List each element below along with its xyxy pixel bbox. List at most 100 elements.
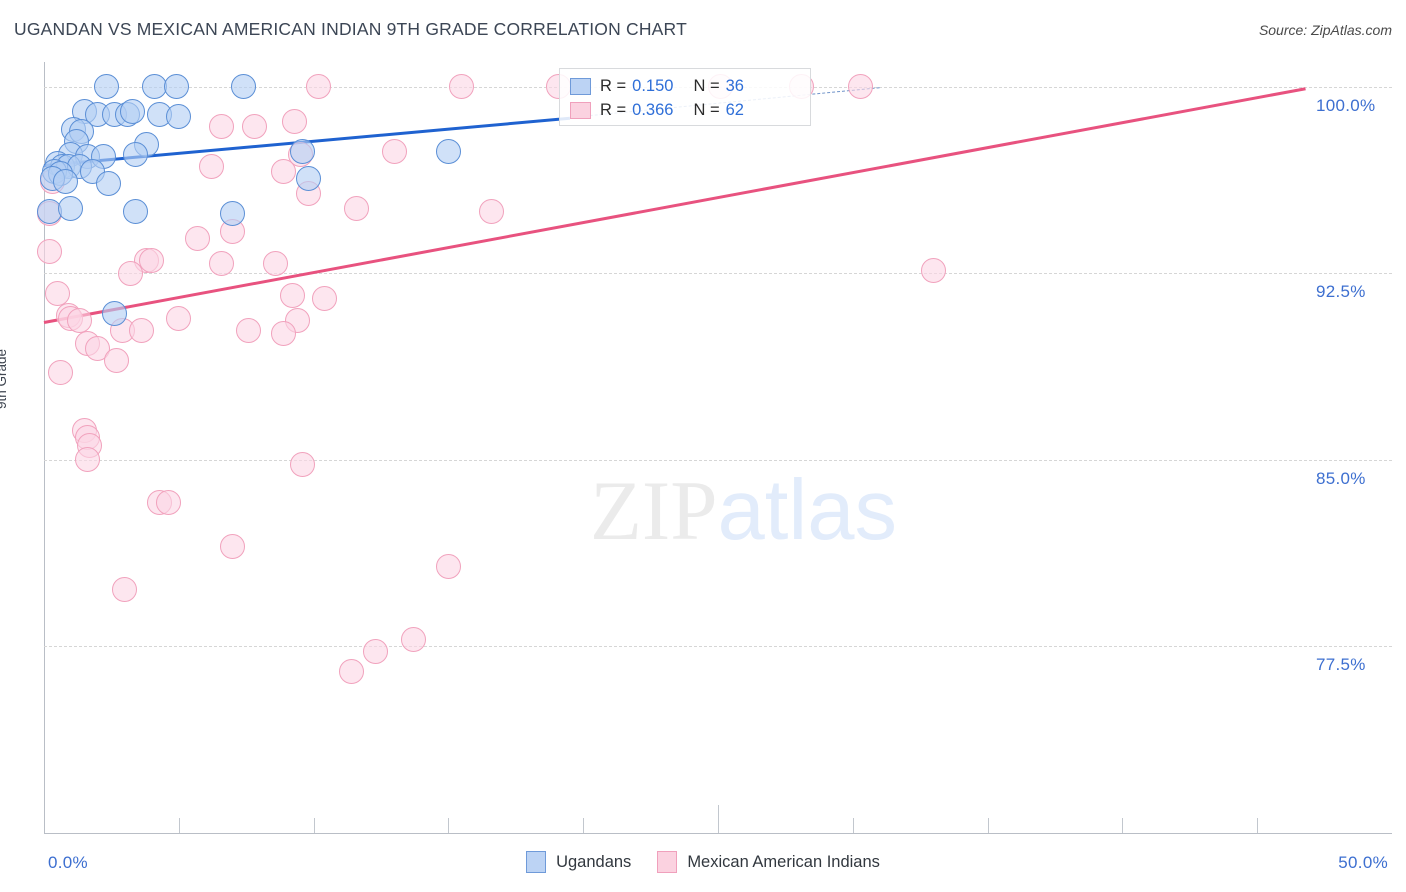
data-point-mexican-american-indian <box>155 489 181 515</box>
x-axis-tick <box>852 818 854 833</box>
data-point-mexican-american-indian <box>44 280 70 306</box>
data-point-mexican-american-indian <box>449 74 475 100</box>
watermark-zip: ZIP <box>590 464 718 558</box>
legend-label: Ugandans <box>556 852 632 871</box>
source-attribution: Source: ZipAtlas.com <box>1258 22 1392 38</box>
data-point-mexican-american-indian <box>271 158 297 184</box>
x-axis-tick <box>987 818 989 833</box>
data-point-mexican-american-indian <box>128 318 154 344</box>
y-axis-tick-label: 92.5% <box>1316 282 1366 302</box>
data-point-mexican-american-indian <box>236 318 262 344</box>
stats-n-value: 36 <box>725 76 744 95</box>
data-point-ugandan <box>120 99 146 125</box>
data-point-mexican-american-indian <box>185 226 211 252</box>
x-axis-line <box>44 833 1392 834</box>
data-point-mexican-american-indian <box>271 320 297 346</box>
data-point-mexican-american-indian <box>104 347 130 373</box>
data-point-ugandan <box>96 171 122 197</box>
data-point-ugandan <box>295 166 321 192</box>
data-point-mexican-american-indian <box>112 576 138 602</box>
gridline <box>44 273 1392 275</box>
x-axis-tick <box>718 805 719 833</box>
data-point-ugandan <box>166 104 192 130</box>
data-point-mexican-american-indian <box>139 248 165 274</box>
stats-swatch-mexican-american-indians <box>570 101 591 119</box>
watermark-atlas: atlas <box>717 463 898 558</box>
legend-swatch <box>657 851 678 873</box>
data-point-mexican-american-indian <box>400 626 426 652</box>
gridline <box>44 459 1392 461</box>
data-point-mexican-american-indian <box>74 447 100 473</box>
data-point-mexican-american-indian <box>290 452 316 478</box>
x-axis-tick <box>178 818 180 833</box>
legend-swatch <box>526 851 547 873</box>
x-axis-tick <box>1257 818 1259 833</box>
data-point-mexican-american-indian <box>306 74 332 100</box>
data-point-mexican-american-indian <box>282 109 308 135</box>
data-point-mexican-american-indian <box>848 74 874 100</box>
data-point-ugandan <box>58 196 84 222</box>
data-point-ugandan <box>101 300 127 326</box>
data-point-ugandan <box>435 139 461 165</box>
data-point-ugandan <box>93 74 119 100</box>
data-point-mexican-american-indian <box>198 153 224 179</box>
data-point-ugandan <box>290 139 316 165</box>
data-point-mexican-american-indian <box>363 638 389 664</box>
x-axis-tick <box>1122 818 1124 833</box>
stats-swatch-ugandans <box>570 77 591 95</box>
page-title: UGANDAN VS MEXICAN AMERICAN INDIAN 9TH G… <box>14 19 687 39</box>
stats-r-key: R = <box>600 76 627 95</box>
data-point-mexican-american-indian <box>209 114 235 140</box>
data-point-mexican-american-indian <box>36 238 62 264</box>
stats-n-key: N = <box>693 100 720 119</box>
data-point-ugandan <box>220 201 246 227</box>
stats-r-value: 0.366 <box>632 100 674 119</box>
stats-legend: R = 0.150 N = 36 R = 0.366 N = 62 <box>559 68 811 126</box>
data-point-mexican-american-indian <box>479 198 505 224</box>
data-point-mexican-american-indian <box>241 114 267 140</box>
y-axis-line <box>44 62 45 833</box>
data-point-mexican-american-indian <box>344 196 370 222</box>
stats-r-key: R = <box>600 100 627 119</box>
data-point-mexican-american-indian <box>209 250 235 276</box>
x-axis-tick-label: 50.0% <box>1338 853 1388 872</box>
stats-n-key: N = <box>693 76 720 95</box>
data-point-mexican-american-indian <box>381 139 407 165</box>
legend-item[interactable]: Mexican American Indians <box>657 851 880 873</box>
data-point-mexican-american-indian <box>220 534 246 560</box>
gridline <box>44 646 1392 648</box>
y-axis-title: 9th Grade <box>0 348 9 409</box>
y-axis-tick-label: 85.0% <box>1316 468 1366 488</box>
stats-row: R = 0.366 N = 62 <box>570 98 800 122</box>
series-legend: Ugandans Mexican American Indians <box>0 851 1406 873</box>
data-point-mexican-american-indian <box>47 360 73 386</box>
data-point-mexican-american-indian <box>66 308 92 334</box>
x-axis-tick-label: 0.0% <box>48 853 88 872</box>
x-axis-tick <box>583 818 585 833</box>
data-point-ugandan <box>123 141 149 167</box>
x-axis-tick <box>313 818 315 833</box>
stats-row: R = 0.150 N = 36 <box>570 74 800 98</box>
data-point-ugandan <box>142 74 168 100</box>
stats-n-value: 62 <box>725 100 744 119</box>
plot-area: ZIPatlas <box>36 62 1392 833</box>
data-point-ugandan <box>123 198 149 224</box>
y-axis-tick-label: 100.0% <box>1316 95 1376 115</box>
y-axis-tick-label: 77.5% <box>1316 655 1366 675</box>
data-point-mexican-american-indian <box>921 258 947 284</box>
data-point-mexican-american-indian <box>311 285 337 311</box>
stats-r-value: 0.150 <box>632 76 674 95</box>
data-point-mexican-american-indian <box>279 283 305 309</box>
data-point-ugandan <box>53 168 79 194</box>
data-point-mexican-american-indian <box>166 305 192 331</box>
data-point-ugandan <box>163 74 189 100</box>
watermark: ZIPatlas <box>590 468 897 554</box>
data-point-ugandan <box>231 74 256 100</box>
legend-label: Mexican American Indians <box>687 852 880 871</box>
data-point-mexican-american-indian <box>263 250 289 276</box>
data-point-mexican-american-indian <box>338 658 364 684</box>
legend-item[interactable]: Ugandans <box>526 851 631 873</box>
x-axis-tick <box>448 818 450 833</box>
data-point-mexican-american-indian <box>117 260 143 286</box>
